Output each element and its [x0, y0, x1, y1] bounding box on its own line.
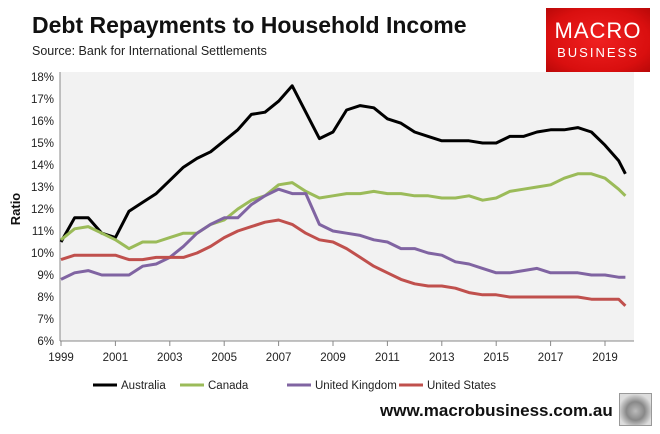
chart-source: Source: Bank for International Settlemen… — [32, 44, 267, 58]
x-tick-label: 2005 — [211, 352, 237, 364]
y-tick-label: 6% — [37, 336, 54, 348]
legend-label: United Kingdom — [315, 380, 397, 392]
y-tick-label: 15% — [31, 138, 54, 150]
series-line-united-states — [60, 218, 627, 307]
y-tick-label: 13% — [31, 182, 54, 194]
x-tick-label: 2001 — [103, 352, 129, 364]
chart-title: Debt Repayments to Household Income — [32, 12, 467, 38]
x-tick-label: 2013 — [429, 352, 455, 364]
x-tick-label: 2011 — [375, 352, 400, 364]
website-url: www.macrobusiness.com.au — [380, 401, 613, 420]
series-line-australia — [59, 84, 627, 243]
legend-label: Australia — [121, 380, 166, 392]
y-tick-label: 9% — [37, 270, 54, 282]
y-tick-label: 16% — [31, 116, 54, 128]
x-tick-label: 2009 — [320, 352, 346, 364]
y-axis-label: Ratio — [8, 193, 23, 226]
y-tick-label: 11% — [32, 226, 54, 238]
legend-label: Canada — [208, 380, 249, 392]
legend-label: United States — [427, 380, 496, 392]
y-tick-label: 10% — [31, 248, 54, 260]
x-tick-label: 2017 — [538, 352, 564, 364]
x-tick-label: 2015 — [483, 352, 509, 364]
y-tick-label: 17% — [31, 94, 54, 106]
y-tick-label: 7% — [37, 314, 54, 326]
x-tick-label: 2019 — [592, 352, 618, 364]
y-tick-label: 12% — [31, 204, 54, 216]
plot-area — [60, 72, 634, 341]
series-line-canada — [60, 172, 627, 251]
x-tick-label: 2003 — [157, 352, 183, 364]
x-tick-label: 2007 — [266, 352, 292, 364]
macrobusiness-logo: MACRO BUSINESS — [546, 8, 650, 72]
x-tick-label: 1999 — [48, 352, 74, 364]
logo-line2: BUSINESS — [557, 45, 639, 60]
series-line-united-kingdom — [60, 187, 626, 281]
y-tick-label: 14% — [31, 160, 54, 172]
y-tick-label: 8% — [37, 292, 54, 304]
y-tick-label: 18% — [31, 72, 54, 84]
logo-line1: MACRO — [554, 18, 642, 43]
wolf-icon — [619, 393, 652, 426]
